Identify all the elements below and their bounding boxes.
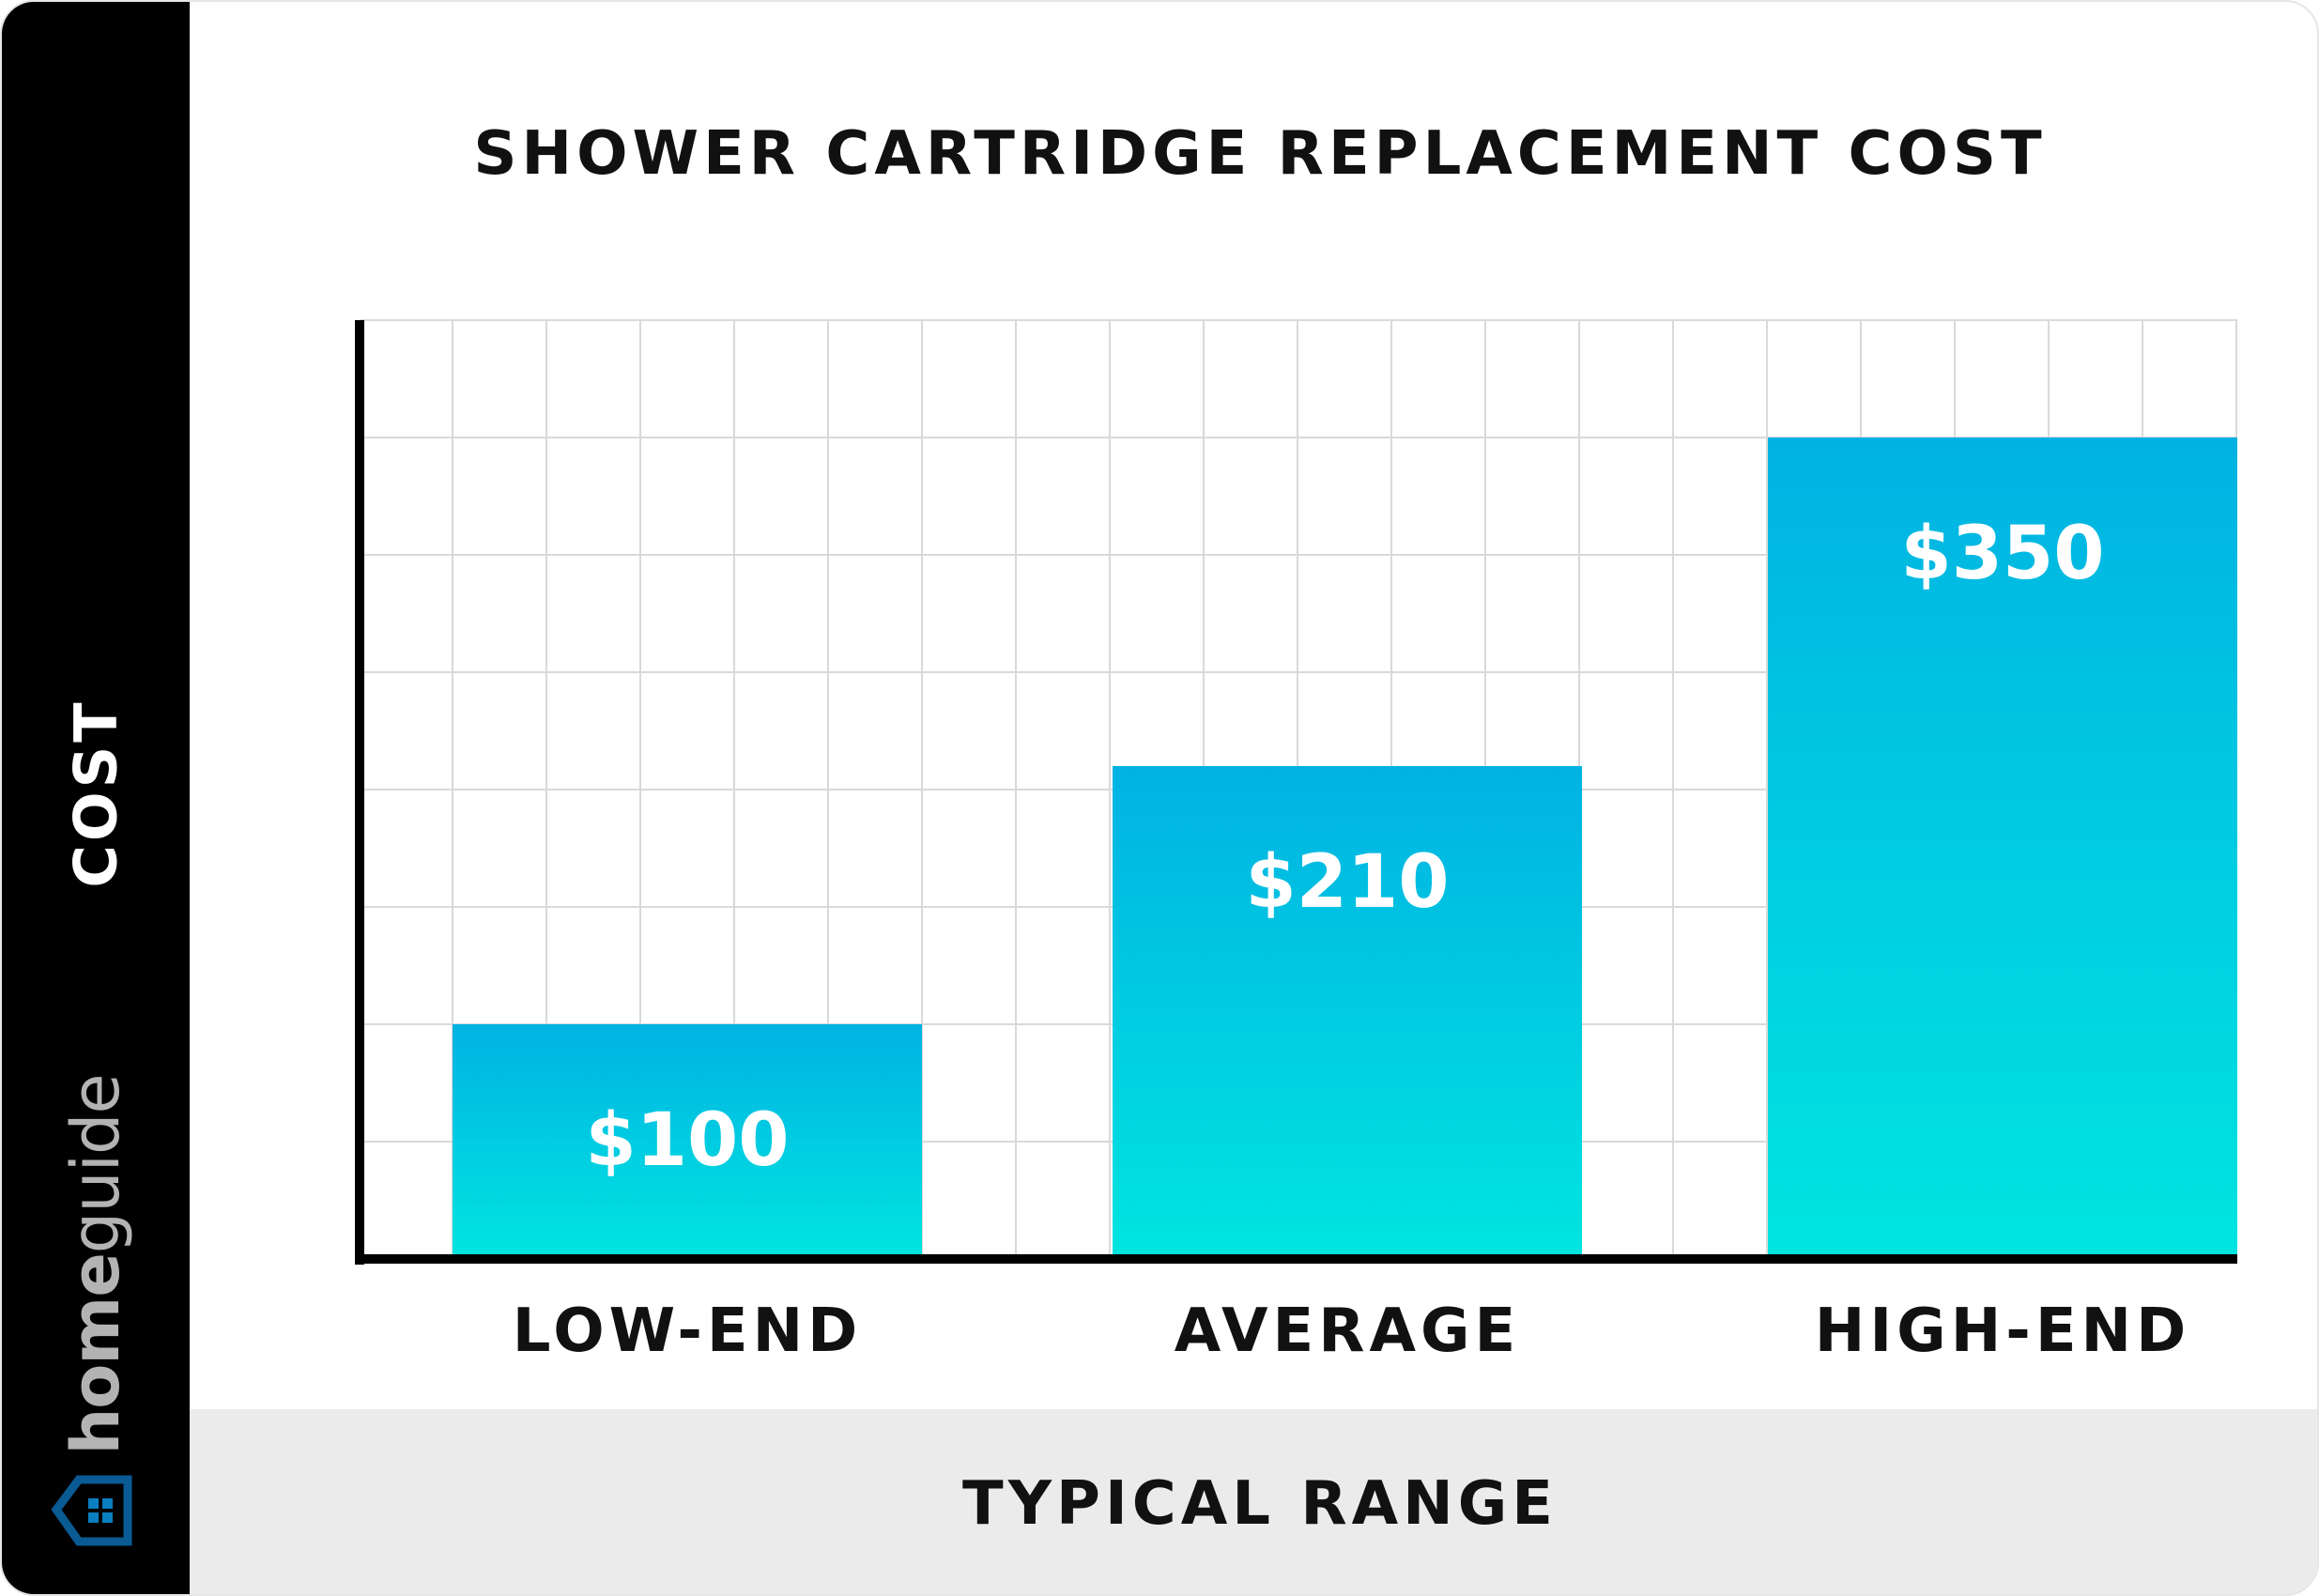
bar-value-label: $100 (585, 1098, 789, 1183)
bar-average (1113, 766, 1582, 1259)
x-axis-label: TYPICAL RANGE (962, 1469, 1558, 1539)
category-label: AVERAGE (1175, 1297, 1521, 1366)
x-axis-band (190, 1409, 2317, 1594)
chart-title: SHOWER CARTRIDGE REPLACEMENT COST (473, 119, 2047, 189)
bar-value-label: $350 (1900, 512, 2104, 596)
bar-low-end (453, 1024, 922, 1259)
bar-high-end (1768, 437, 2237, 1259)
house-logo-icon (51, 1475, 132, 1546)
category-label: LOW-END (513, 1297, 863, 1366)
bar-value-label: $210 (1245, 840, 1449, 925)
sidebar: COST homeguide (2, 2, 190, 1594)
category-label: HIGH-END (1815, 1297, 2190, 1366)
